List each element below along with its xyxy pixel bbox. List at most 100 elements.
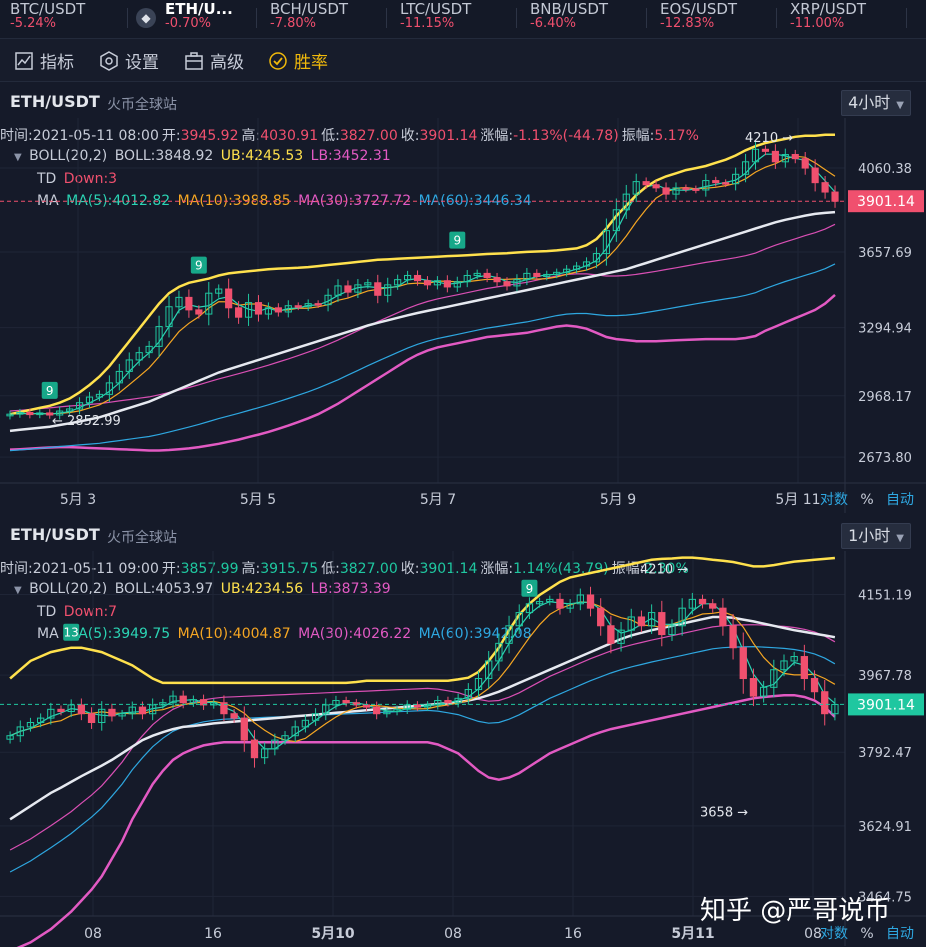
candle-body: [98, 708, 106, 724]
candle-body: [354, 284, 362, 293]
winrate-button[interactable]: 胜率: [268, 48, 328, 73]
candle-body: [698, 598, 707, 605]
close-label: 收:: [400, 561, 420, 577]
ma60-value: MA(60):3446.34: [418, 193, 532, 209]
interval-dropdown[interactable]: 1小时 ▼: [841, 523, 911, 549]
candle-body: [483, 272, 491, 279]
boll-mid: BOLL:4053.97: [114, 581, 214, 597]
candle-body: [572, 265, 581, 270]
td-legend[interactable]: TD Down:3: [37, 171, 120, 187]
auto-scale-button[interactable]: 自动: [886, 492, 914, 508]
ma5-value: MA(5):3949.75: [66, 626, 171, 642]
ma60-line: [9, 263, 836, 452]
y-tick-label: 3792.47: [858, 746, 912, 761]
last-price-label: 3901.14: [857, 194, 915, 210]
candle-body: [374, 282, 382, 296]
candle-body: [566, 603, 574, 609]
settings-button[interactable]: 设置: [99, 48, 159, 73]
candle-body: [179, 695, 187, 704]
candle-body: [563, 268, 571, 273]
candle-body: [128, 706, 136, 715]
indicators-button[interactable]: 指标: [14, 48, 74, 73]
candle-body: [553, 271, 561, 275]
advanced-button[interactable]: 高级: [184, 48, 244, 73]
candle-body: [672, 187, 680, 195]
ma30-value: MA(30):4026.22: [298, 626, 412, 642]
ticker-change: -6.40%: [530, 16, 576, 31]
boll-upper-band: [9, 556, 836, 685]
candle-body: [617, 629, 625, 644]
candle-body: [622, 193, 630, 211]
td-legend[interactable]: TD Down:7: [37, 604, 120, 620]
x-tick-label: 5月11: [671, 926, 714, 942]
td-marker-label: 9: [195, 259, 203, 273]
ticker-change: -11.15%: [400, 16, 455, 31]
candle-body: [384, 284, 392, 296]
candle-body: [523, 272, 531, 281]
candle-body: [250, 739, 259, 759]
candle-body: [413, 274, 422, 282]
candle-body: [344, 285, 352, 293]
candle-body: [692, 188, 700, 191]
auto-scale-button[interactable]: 自动: [886, 926, 914, 942]
candle-body: [503, 281, 511, 287]
interval-dropdown[interactable]: 4小时 ▼: [841, 90, 911, 116]
candle-body: [57, 708, 65, 713]
candle-body: [444, 700, 452, 704]
ticker-divider: [386, 8, 387, 28]
percent-scale-button[interactable]: %: [860, 492, 873, 508]
candle-body: [586, 594, 595, 609]
ma-legend[interactable]: MA MA(5):3949.75 MA(10):4004.87 MA(30):4…: [37, 626, 535, 642]
candle-body: [26, 722, 35, 728]
candle-body: [148, 704, 157, 715]
candle-body: [662, 187, 670, 195]
log-scale-button[interactable]: 对数: [820, 492, 848, 508]
interval-label: 1小时: [848, 526, 891, 545]
boll-legend[interactable]: ▼ BOLL(20,2) BOLL:3848.92 UB:4245.53 LB:…: [14, 148, 394, 164]
ma30-line: [9, 223, 836, 412]
candle-body: [254, 302, 263, 315]
candle-body: [261, 748, 269, 759]
ticker-change: -7.80%: [270, 16, 316, 31]
candle-body: [159, 702, 167, 706]
x-tick-label: 5月 3: [60, 492, 96, 508]
candle-body: [602, 230, 610, 255]
candle-body: [274, 307, 282, 313]
chart-1h[interactable]: 13 9 4210 → 3658 → 3901.14 4151.19 3967.78 3792…: [0, 551, 926, 947]
log-scale-button[interactable]: 对数: [820, 926, 848, 942]
candle-body: [373, 706, 381, 715]
boll-legend[interactable]: ▼ BOLL(20,2) BOLL:4053.97 UB:4234.56 LB:…: [14, 581, 394, 597]
y-tick-label: 4151.19: [858, 588, 912, 603]
change-label: 涨幅:: [480, 128, 514, 144]
candle-body: [67, 704, 75, 713]
percent-scale-button[interactable]: %: [860, 926, 873, 942]
candle-body: [582, 261, 591, 267]
toolbar: 指标 设置 高级 胜率: [0, 39, 926, 82]
td-value: Down:3: [63, 171, 118, 187]
ma30-line: [9, 624, 836, 851]
td-marker-label: 9: [46, 384, 54, 398]
candle-body: [597, 607, 605, 627]
ma5-line: [9, 600, 836, 750]
boll-lb: LB:3873.39: [310, 581, 391, 597]
boll-ub: UB:4234.56: [220, 581, 304, 597]
high-value: 3915.75: [260, 561, 319, 577]
ticker-divider: [646, 8, 647, 28]
candle-body: [324, 294, 332, 306]
eth-icon: ◆: [136, 8, 156, 28]
td-value: Down:7: [63, 604, 118, 620]
candle-body: [423, 704, 432, 708]
chart-4h[interactable]: 9 9 9 4210 → ← 2852.99 3901.14 4060.38 3657.69 3…: [0, 118, 926, 513]
candle-body: [722, 182, 730, 185]
ticker-symbol: ETH/U...: [165, 0, 233, 18]
candle-body: [125, 359, 133, 372]
candle-body: [314, 303, 322, 306]
candle-body: [271, 739, 279, 750]
ma-label: MA: [37, 193, 59, 209]
change-value: -1.13%(-44.78): [513, 128, 619, 144]
candle-body: [533, 272, 541, 278]
candle-body: [225, 288, 233, 309]
candle-body: [831, 191, 839, 202]
candle-body: [719, 607, 727, 627]
boll-upper-band: [9, 133, 835, 416]
